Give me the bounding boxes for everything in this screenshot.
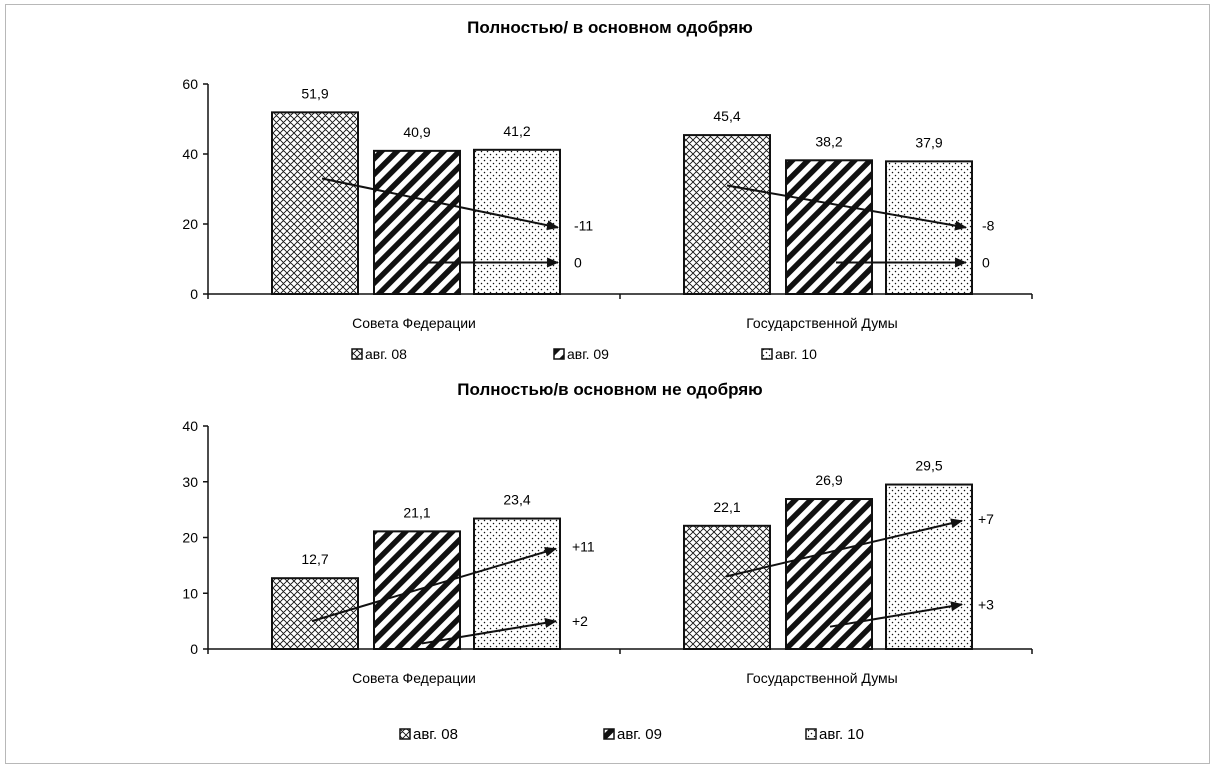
y-tick-label: 0: [190, 641, 198, 657]
y-tick-label: 20: [182, 216, 198, 232]
trend-arrow: [311, 546, 557, 623]
trend-arrow: [726, 184, 967, 231]
x-tick-label: Государственной Думы: [746, 315, 897, 331]
x-tick-label: Совета Федерации: [352, 315, 476, 331]
chart-2: Полностью/в основном не одобряю 12,7 22,1 2…: [182, 380, 1033, 743]
chart-1: Полностью/ в основном одобряю 51,9 45,4 40,…: [182, 18, 1033, 362]
bar: [785, 498, 873, 650]
legend-label: авг. 10: [775, 346, 817, 362]
bar: [473, 148, 561, 295]
chart-title: Полностью/ в основном одобряю: [467, 18, 753, 37]
trend-arrow: [829, 601, 963, 628]
y-tick-label: 40: [182, 418, 198, 434]
trend-arrow: [725, 518, 963, 578]
y-tick-label: 60: [182, 76, 198, 92]
data-label: 23,4: [503, 492, 530, 508]
bar: [683, 524, 771, 650]
trend-arrow: [421, 617, 557, 645]
bar: [683, 134, 771, 295]
data-label: 21,1: [403, 504, 430, 520]
bar: [885, 160, 973, 295]
data-label: 51,9: [301, 85, 328, 101]
legend-label: авг. 08: [413, 726, 458, 743]
trend-label: +7: [978, 511, 994, 527]
data-label: 45,4: [713, 108, 740, 124]
data-label: 38,2: [815, 133, 842, 149]
y-tick-label: 0: [190, 286, 198, 302]
trend-arrow: [321, 177, 559, 231]
x-tick-label: Государственной Думы: [746, 670, 897, 686]
legend-swatch: [399, 728, 411, 740]
legend-label: авг. 10: [819, 726, 864, 743]
legend-swatch: [761, 348, 773, 360]
bar: [785, 159, 873, 295]
legend-label: авг. 09: [617, 726, 662, 743]
data-label: 41,2: [503, 123, 530, 139]
data-label: 26,9: [815, 472, 842, 488]
y-tick-label: 20: [182, 530, 198, 546]
legend-label: авг. 08: [365, 346, 407, 362]
data-label: 29,5: [915, 458, 942, 474]
data-label: 22,1: [713, 499, 740, 515]
chart-title: Полностью/в основном не одобряю: [457, 380, 762, 399]
legend-swatch: [351, 348, 363, 360]
trend-label: +3: [978, 596, 994, 612]
data-label: 12,7: [301, 551, 328, 567]
bar: [885, 483, 973, 650]
bar: [373, 149, 461, 295]
bar: [473, 517, 561, 650]
data-label: 37,9: [915, 134, 942, 150]
y-tick-label: 10: [182, 585, 198, 601]
trend-label: +11: [572, 539, 595, 555]
trend-label: -8: [982, 218, 995, 234]
trend-label: +2: [572, 613, 588, 629]
legend-swatch: [553, 348, 565, 360]
bar: [271, 577, 359, 651]
trend-label: -11: [574, 218, 593, 234]
x-tick-label: Совета Федерации: [352, 670, 476, 686]
legend-label: авг. 09: [567, 346, 609, 362]
data-label: 40,9: [403, 124, 430, 140]
trend-label: 0: [574, 255, 582, 271]
trend-label: 0: [982, 255, 990, 271]
y-tick-label: 40: [182, 146, 198, 162]
legend-swatch: [805, 728, 817, 740]
legend-swatch: [603, 728, 615, 740]
y-tick-label: 30: [182, 474, 198, 490]
bar: [271, 111, 359, 295]
